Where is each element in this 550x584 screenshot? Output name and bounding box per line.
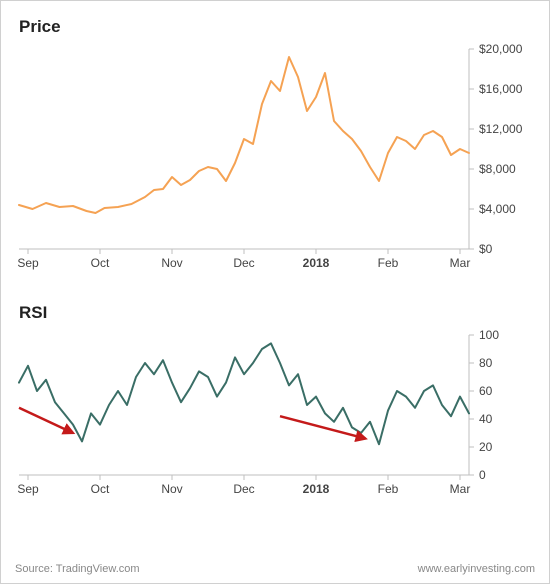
rsi-chart-title: RSI xyxy=(19,303,535,323)
rsi-chart: 0 20 40 60 80 100 Sep Oct Nov Dec 2018 Feb Mar xyxy=(15,329,535,499)
x-tick-label: Dec xyxy=(233,256,254,270)
x-tick-label: Oct xyxy=(91,256,110,270)
source-label: Source: TradingView.com xyxy=(15,563,140,575)
x-tick-label: Oct xyxy=(91,482,110,496)
chart-divider xyxy=(15,273,535,301)
site-label: www.earlyinvesting.com xyxy=(418,563,535,575)
x-tick-label: Sep xyxy=(17,256,39,270)
price-chart-title: Price xyxy=(19,17,535,37)
chart-card: Price $0 $4,000 $8,000 $12,000 $16,000 $20,00… xyxy=(0,0,550,584)
price-chart: $0 $4,000 $8,000 $12,000 $16,000 $20,000 Sep Oc… xyxy=(15,43,535,273)
x-tick-label: Feb xyxy=(378,256,399,270)
x-tick-label: Mar xyxy=(450,256,471,270)
chart-footer: Source: TradingView.com www.earlyinvesti… xyxy=(15,563,535,575)
y-tick-label: 0 xyxy=(479,468,486,482)
x-tick-label: Feb xyxy=(378,482,399,496)
y-tick-label: $20,000 xyxy=(479,43,523,56)
y-tick-label: $8,000 xyxy=(479,162,516,176)
y-tick-label: $12,000 xyxy=(479,122,523,136)
x-tick-label: Mar xyxy=(450,482,471,496)
x-tick-label: Nov xyxy=(161,482,182,496)
x-tick-label: 2018 xyxy=(303,256,330,270)
y-tick-label: $4,000 xyxy=(479,202,516,216)
rsi-chart-svg: 0 20 40 60 80 100 Sep Oct Nov Dec 2018 Feb Mar xyxy=(15,329,535,499)
x-tick-label: Sep xyxy=(17,482,39,496)
x-tick-label: 2018 xyxy=(303,482,330,496)
y-tick-label: 80 xyxy=(479,356,493,370)
x-tick-label: Nov xyxy=(161,256,182,270)
x-tick-label: Dec xyxy=(233,482,254,496)
y-tick-label: 60 xyxy=(479,384,493,398)
y-tick-label: 100 xyxy=(479,329,499,342)
price-chart-svg: $0 $4,000 $8,000 $12,000 $16,000 $20,000 Sep Oc… xyxy=(15,43,535,273)
y-tick-label: $16,000 xyxy=(479,82,523,96)
y-tick-label: 20 xyxy=(479,440,493,454)
y-tick-label: $0 xyxy=(479,242,493,256)
y-tick-label: 40 xyxy=(479,412,493,426)
